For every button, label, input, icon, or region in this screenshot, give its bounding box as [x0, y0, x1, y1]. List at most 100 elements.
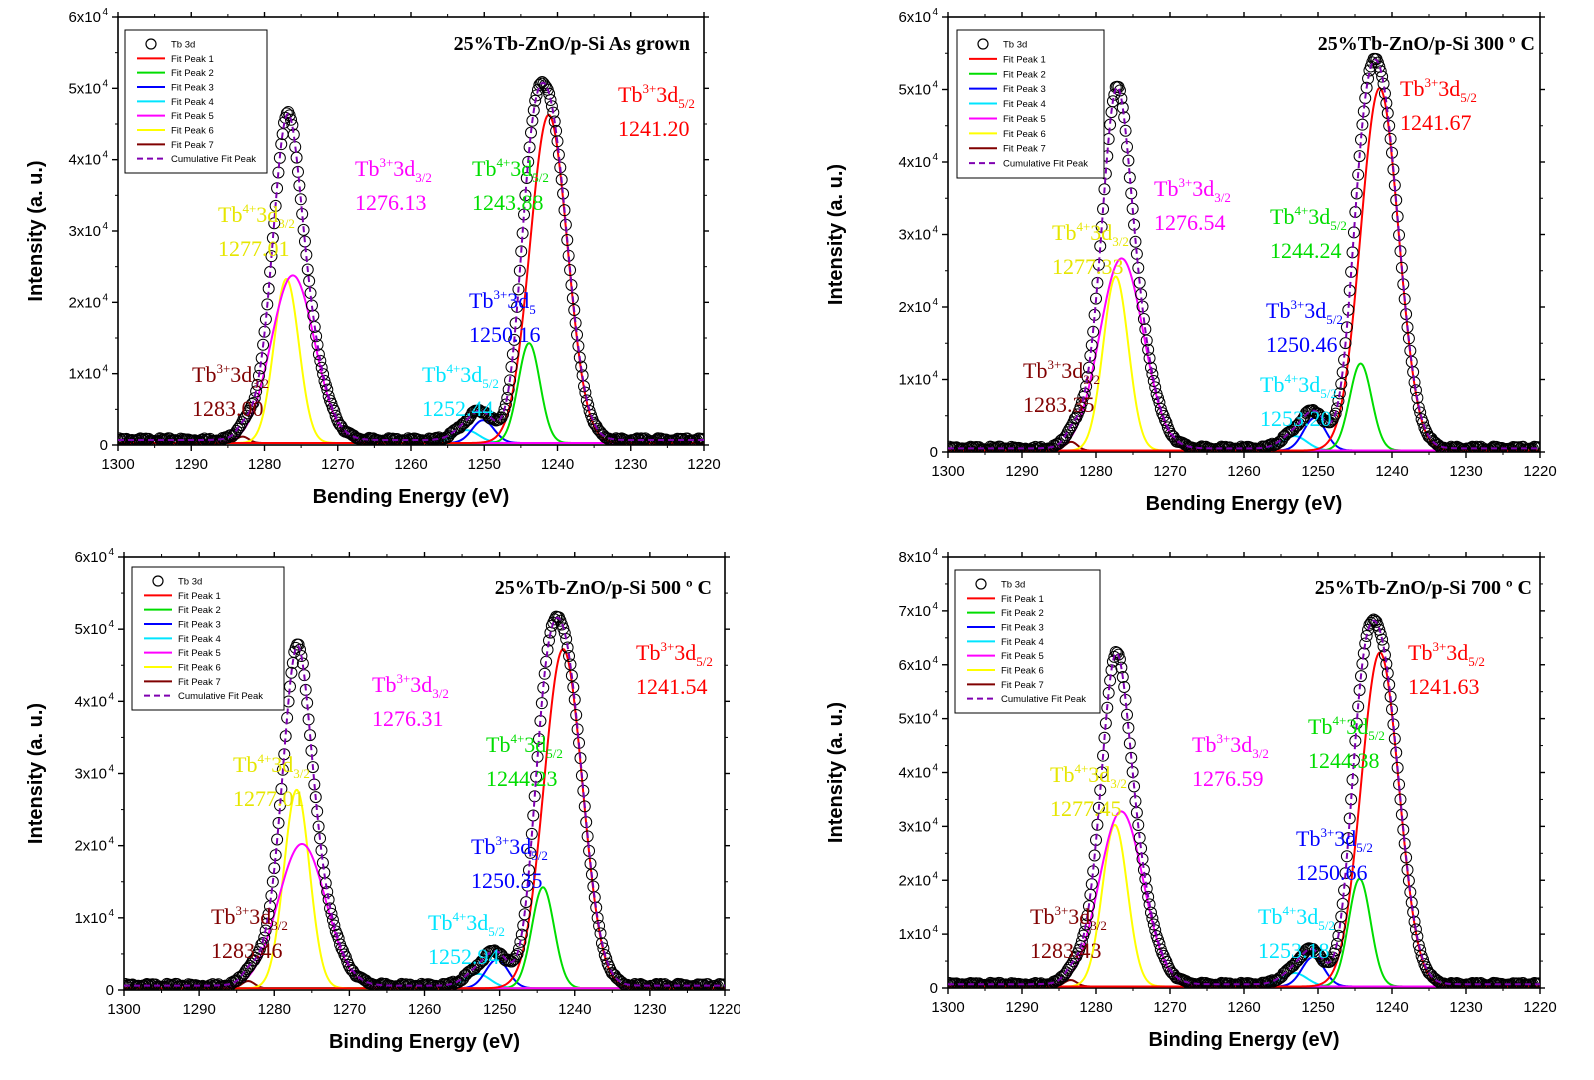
legend-label: Fit Peak 1 [178, 591, 221, 602]
data-point [1387, 163, 1400, 176]
x-tick-label: 1230 [614, 456, 647, 473]
peak-annotation: Tb3+3d3/2 1283.35 [1023, 357, 1100, 417]
data-point [1219, 440, 1232, 452]
y-tick-mantissa: 6x10 [68, 9, 101, 26]
y-tick-exponent: 4 [108, 619, 114, 630]
legend-swatch [975, 578, 987, 590]
data-point [319, 379, 332, 392]
data-point [1137, 313, 1150, 326]
data-point [124, 978, 135, 990]
legend-label: Fit Peak 3 [1001, 623, 1044, 634]
data-point [1199, 440, 1212, 452]
data-point [1121, 708, 1134, 721]
legend-label: Fit Peak 5 [1003, 114, 1046, 125]
data-point [1329, 944, 1342, 957]
data-point [510, 949, 523, 962]
data-point [295, 650, 308, 663]
data-point [543, 87, 556, 100]
data-point [1057, 970, 1070, 983]
y-tick-mantissa: 5x10 [74, 621, 107, 638]
data-point [1147, 918, 1160, 931]
chart-panel-1: 1300 1290 1280 1270 1260 1250 1240 1230 1220041x… [25, 7, 721, 508]
data-point [189, 979, 202, 990]
plot-area [948, 52, 1540, 452]
data-point [540, 81, 553, 94]
x-tick-label: 1230 [633, 1001, 666, 1018]
legend-entry: Fit Peak 6 [969, 129, 1046, 140]
y-tick-label: 0 [106, 982, 114, 999]
peak-annotation: Tb3+3d3/2 1276.59 [1192, 731, 1269, 791]
peak-annotation: Tb4+3d5/2 1252.44 [422, 361, 499, 421]
data-point [515, 928, 528, 941]
data-point [231, 422, 244, 435]
legend-label: Fit Peak 4 [171, 97, 214, 108]
data-point [265, 250, 278, 263]
peak-energy-value: 1276.54 [1154, 210, 1226, 235]
data-point [524, 846, 537, 859]
data-point [1487, 976, 1500, 988]
y-axis-label: Intensity (a. u.) [825, 702, 847, 843]
x-tick-label: 1220 [1523, 999, 1556, 1016]
legend-label: Fit Peak 5 [171, 111, 214, 122]
data-point [1335, 910, 1348, 923]
data-point [658, 978, 671, 990]
data-point [255, 938, 268, 951]
y-tick-exponent: 4 [102, 221, 108, 232]
data-point [462, 413, 475, 426]
data-point [537, 77, 550, 90]
x-tick-label: 1260 [1227, 463, 1260, 480]
data-point [974, 979, 987, 988]
peak-energy-value: 1276.31 [372, 706, 444, 731]
peak-energy-value: 1250.46 [1266, 332, 1338, 357]
data-point [560, 633, 573, 645]
peak-energy-value: 1276.13 [355, 190, 427, 215]
x-tick-label: 1270 [333, 1001, 366, 1018]
legend-label: Fit Peak 2 [1001, 608, 1044, 619]
legend-entry: Fit Peak 7 [967, 680, 1044, 691]
y-tick-mantissa: 5x10 [898, 711, 931, 728]
legend-label: Fit Peak 4 [1003, 99, 1046, 110]
data-point [1490, 977, 1503, 988]
data-point [593, 919, 606, 932]
y-tick-mantissa: 1x10 [74, 910, 107, 927]
y-tick-exponent: 4 [102, 78, 108, 89]
peak-state-label: Tb3+3d3/2 [1030, 903, 1107, 933]
peak-energy-value: 1250.66 [1296, 860, 1368, 885]
data-point [1242, 440, 1255, 452]
data-point [985, 441, 998, 452]
x-tick-label: 1250 [468, 456, 501, 473]
data-point [1061, 963, 1074, 976]
y-tick-exponent: 4 [932, 924, 938, 935]
data-point [511, 947, 524, 960]
data-point [529, 94, 542, 107]
peak-annotation: Tb3+3d3/2 1283.00 [192, 361, 269, 421]
data-point [1152, 392, 1165, 405]
legend-label: Cumulative Fit Peak [1003, 159, 1088, 170]
y-tick-exponent: 4 [102, 292, 108, 303]
peak-annotation: Tb4+3d5/2 1244.24 [1270, 203, 1347, 263]
data-point [1115, 661, 1128, 674]
legend-label: Fit Peak 1 [1003, 54, 1046, 65]
data-point [1323, 955, 1336, 968]
legend-entry: Tb 3d [145, 38, 195, 51]
chart-panel-3: 1300 1290 1280 1270 1260 1250 1240 1230 1220041x… [25, 547, 740, 1053]
data-point [660, 980, 673, 990]
cumulative-fit-curve [124, 616, 725, 987]
peak-state-label: Tb4+3d5/2 [1260, 371, 1337, 401]
fit-peak-5-curve [948, 257, 1540, 452]
data-point [1411, 930, 1424, 943]
data-point [1417, 953, 1430, 966]
data-point [1147, 375, 1160, 388]
legend-entry: Fit Peak 4 [969, 99, 1046, 110]
peak-state-label: Tb4+3d3/2 [233, 751, 310, 781]
peak-state-label: Tb3+3d3/2 [1192, 731, 1269, 761]
x-tick-label: 1260 [394, 456, 427, 473]
peak-state-label: Tb3+3d3/2 [1154, 175, 1231, 205]
